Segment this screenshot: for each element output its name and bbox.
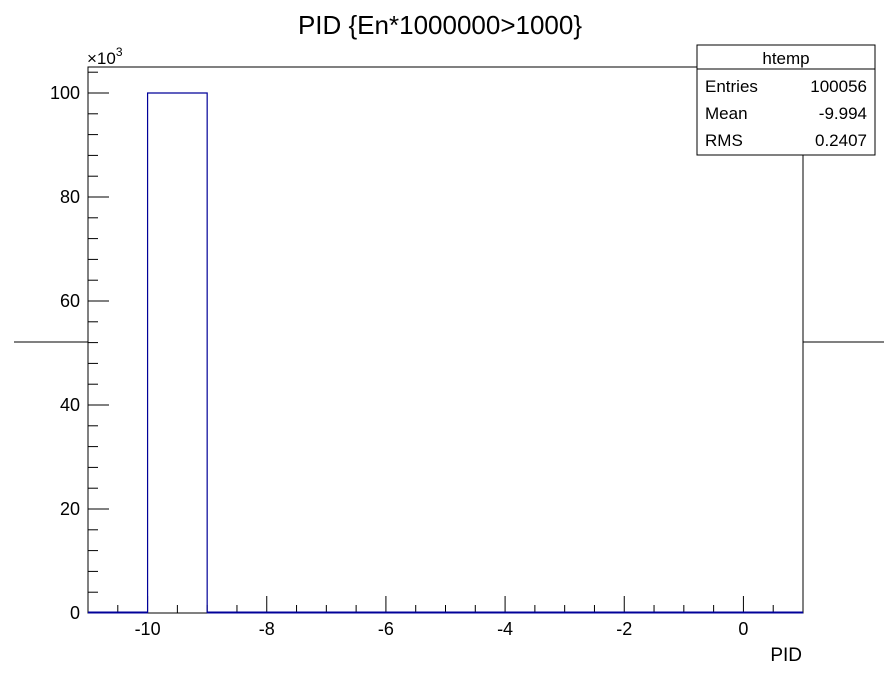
y-multiplier-exponent: 3: [116, 45, 123, 59]
stats-entries-label: Entries: [705, 77, 758, 96]
stats-entries-value: 100056: [810, 77, 867, 96]
x-tick-label: -2: [616, 619, 632, 639]
y-tick-label: 100: [50, 83, 80, 103]
y-tick-label: 40: [60, 395, 80, 415]
y-tick-label: 0: [70, 603, 80, 623]
x-tick-label: 0: [738, 619, 748, 639]
y-tick-label: 60: [60, 291, 80, 311]
x-tick-label: -8: [259, 619, 275, 639]
y-axis: 0 20 40 60 80 100: [50, 71, 109, 623]
stats-box-frame: [696, 44, 876, 156]
plot-frame: [87, 66, 804, 614]
stats-box: htemp Entries 100056 Mean -9.994 RMS 0.2…: [696, 44, 876, 156]
stats-rms-label: RMS: [705, 131, 743, 150]
y-tick-label: 20: [60, 499, 80, 519]
x-tick-label: -4: [497, 619, 513, 639]
chart-title: PID {En*1000000>1000}: [298, 10, 582, 40]
stats-rms-value: 0.2407: [815, 131, 867, 150]
stats-mean-value: -9.994: [819, 104, 867, 123]
stats-box-title: htemp: [762, 49, 809, 68]
x-axis-label: PID: [770, 645, 802, 666]
y-multiplier-label: ×103: [87, 45, 123, 68]
y-tick-label: 80: [60, 187, 80, 207]
x-tick-label: -6: [378, 619, 394, 639]
x-axis: -10 -8 -6 -4 -2 0: [87, 596, 804, 639]
histogram-bar: [146, 92, 208, 613]
stats-mean-label: Mean: [705, 104, 748, 123]
x-tick-label: -10: [135, 619, 161, 639]
histogram: [88, 92, 803, 614]
